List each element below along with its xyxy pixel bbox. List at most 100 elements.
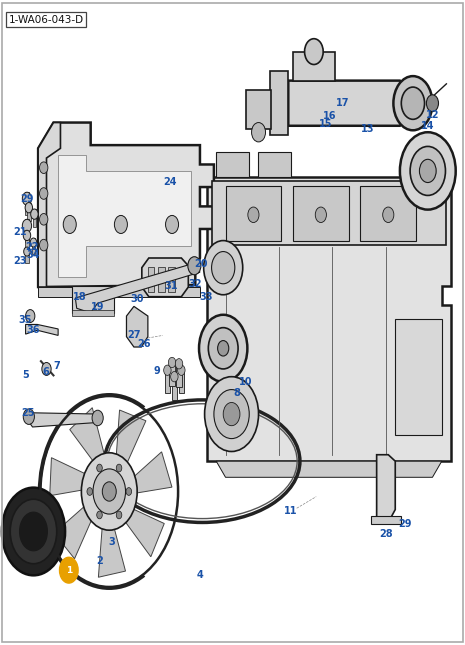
Bar [226, 186, 281, 241]
Circle shape [208, 328, 238, 369]
Circle shape [114, 215, 127, 233]
Circle shape [410, 146, 445, 195]
Bar [32, 238, 35, 253]
Text: 28: 28 [379, 529, 393, 539]
Bar [165, 370, 170, 393]
Text: 26: 26 [137, 339, 151, 350]
Circle shape [31, 209, 38, 219]
Text: 27: 27 [127, 330, 141, 341]
Circle shape [419, 159, 436, 183]
Bar [25, 192, 29, 215]
Text: 29: 29 [20, 194, 34, 204]
Text: 13: 13 [360, 124, 374, 134]
Bar [216, 152, 249, 177]
Text: 4: 4 [197, 570, 203, 580]
Polygon shape [75, 263, 200, 313]
Polygon shape [216, 461, 442, 477]
Circle shape [92, 410, 103, 426]
Text: 14: 14 [421, 121, 435, 131]
Polygon shape [58, 155, 191, 277]
Circle shape [116, 511, 122, 519]
Bar [179, 370, 184, 393]
Circle shape [175, 359, 183, 369]
Circle shape [93, 469, 126, 514]
Circle shape [426, 95, 438, 112]
Text: 6: 6 [42, 366, 49, 377]
Polygon shape [117, 504, 164, 557]
Text: 10: 10 [239, 377, 252, 387]
Circle shape [97, 511, 102, 519]
Circle shape [20, 512, 47, 551]
Polygon shape [125, 452, 172, 495]
Polygon shape [38, 123, 214, 287]
Circle shape [116, 464, 122, 472]
Text: 1: 1 [66, 566, 72, 575]
Text: 25: 25 [21, 408, 35, 418]
Text: 24: 24 [163, 177, 177, 187]
Bar [33, 209, 36, 227]
Text: 8: 8 [234, 388, 240, 399]
Bar [158, 267, 165, 292]
Polygon shape [207, 177, 451, 461]
Bar [169, 362, 175, 386]
Polygon shape [70, 408, 108, 472]
Polygon shape [99, 513, 126, 577]
Text: 23: 23 [13, 255, 27, 266]
Circle shape [204, 241, 243, 295]
Text: 22: 22 [25, 242, 39, 252]
Text: 21: 21 [13, 227, 27, 237]
Text: 16: 16 [323, 111, 337, 121]
Text: 1-WA06-043-D: 1-WA06-043-D [8, 15, 84, 25]
Circle shape [40, 239, 48, 251]
Polygon shape [371, 516, 401, 524]
Bar [212, 181, 446, 245]
Circle shape [24, 247, 30, 256]
Circle shape [223, 402, 240, 426]
Bar [246, 90, 271, 129]
Circle shape [252, 123, 266, 142]
Circle shape [178, 365, 185, 375]
Circle shape [199, 315, 247, 382]
Polygon shape [126, 306, 148, 347]
Text: 20: 20 [194, 259, 208, 270]
Circle shape [315, 207, 326, 223]
Circle shape [25, 203, 33, 213]
Bar [25, 247, 28, 263]
Polygon shape [54, 498, 97, 559]
Circle shape [212, 252, 235, 284]
Text: 30: 30 [130, 294, 144, 304]
Bar [172, 377, 177, 400]
Text: 33: 33 [199, 292, 213, 302]
Text: 15: 15 [319, 119, 332, 129]
Circle shape [22, 192, 32, 205]
Circle shape [383, 207, 394, 223]
Bar [25, 230, 29, 248]
Text: 17: 17 [336, 98, 350, 108]
Circle shape [305, 39, 323, 64]
Text: 32: 32 [188, 279, 202, 289]
Circle shape [400, 132, 456, 210]
Bar [293, 186, 349, 241]
Polygon shape [50, 458, 96, 496]
Circle shape [171, 372, 178, 382]
Circle shape [60, 557, 78, 583]
Bar [258, 152, 291, 177]
Text: 36: 36 [27, 325, 40, 335]
Bar [72, 286, 114, 313]
Text: 11: 11 [284, 506, 298, 517]
Circle shape [40, 213, 48, 225]
Text: 7: 7 [53, 361, 60, 372]
Circle shape [102, 482, 116, 501]
Text: 31: 31 [164, 281, 178, 291]
Polygon shape [377, 455, 395, 522]
Circle shape [81, 453, 137, 530]
Circle shape [205, 377, 259, 451]
Circle shape [63, 215, 76, 233]
Circle shape [166, 215, 179, 233]
Circle shape [42, 362, 51, 375]
Bar [168, 267, 175, 292]
Bar [360, 186, 416, 241]
Bar [176, 364, 182, 387]
Bar [72, 310, 114, 316]
Circle shape [26, 310, 35, 322]
